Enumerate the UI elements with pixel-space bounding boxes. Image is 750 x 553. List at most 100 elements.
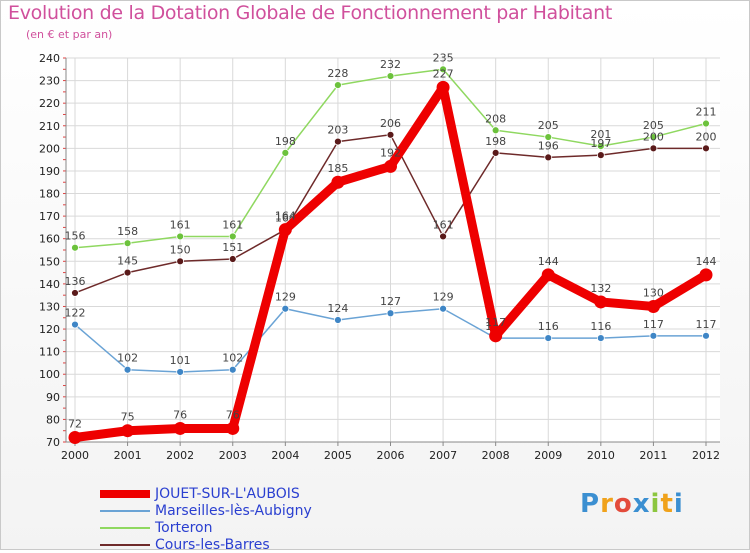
data-point — [596, 334, 605, 342]
data-point — [646, 299, 660, 313]
data-point — [281, 148, 290, 157]
data-point — [68, 430, 82, 444]
x-tick-label: 2009 — [534, 449, 562, 462]
data-label: 150 — [170, 243, 191, 256]
data-point — [173, 421, 187, 435]
data-point — [439, 304, 447, 313]
chart-legend: JOUET-SUR-L'AUBOIS Marseilles-lès-Aubigny… — [100, 485, 312, 553]
data-point — [121, 424, 135, 438]
data-point — [649, 331, 658, 340]
y-tick-label: 230 — [39, 75, 60, 88]
data-label: 200 — [696, 130, 717, 143]
y-tick-label: 90 — [46, 391, 60, 404]
y-tick-label: 240 — [39, 52, 60, 65]
data-point — [228, 255, 237, 263]
legend-item: Torteron — [100, 519, 312, 536]
y-tick-label: 170 — [39, 210, 60, 223]
data-label: 101 — [170, 354, 191, 367]
data-label: 116 — [538, 320, 559, 333]
data-point — [491, 148, 500, 157]
data-label: 129 — [433, 291, 454, 304]
data-label: 102 — [117, 352, 138, 365]
y-tick-label: 200 — [39, 142, 60, 155]
data-point — [228, 365, 237, 374]
y-tick-label: 210 — [39, 120, 60, 133]
x-tick-label: 2011 — [639, 449, 667, 462]
x-tick-label: 2003 — [219, 449, 247, 462]
data-point — [699, 268, 713, 282]
data-label: 145 — [117, 255, 138, 268]
data-point — [596, 142, 605, 150]
y-tick-label: 220 — [39, 97, 60, 110]
data-point — [176, 257, 185, 266]
data-label: 161 — [222, 218, 243, 231]
data-label: 156 — [65, 230, 86, 243]
data-point — [489, 329, 503, 343]
legend-item: JOUET-SUR-L'AUBOIS — [100, 485, 312, 502]
legend-label: Marseilles-lès-Aubigny — [155, 502, 312, 519]
x-tick-label: 2001 — [114, 449, 142, 462]
legend-label: Torteron — [155, 519, 213, 536]
logo-letter: i — [650, 489, 661, 519]
legend-swatch — [100, 543, 150, 546]
plot-area — [66, 58, 720, 442]
data-label: 227 — [433, 67, 454, 80]
data-point — [594, 295, 608, 309]
data-point — [386, 130, 395, 139]
proxiti-logo: Proxiti — [580, 489, 684, 519]
legend-swatch — [100, 526, 150, 529]
data-point — [386, 72, 395, 80]
data-label: 76 — [226, 408, 240, 421]
logo-letter: o — [613, 489, 633, 519]
data-point — [439, 65, 447, 74]
data-point — [544, 334, 553, 342]
logo-letter: i — [673, 489, 684, 519]
data-point — [439, 232, 447, 241]
data-point — [702, 144, 710, 153]
data-label: 132 — [590, 282, 611, 295]
legend-swatch — [100, 509, 150, 512]
data-point — [176, 232, 185, 241]
legend-swatch — [100, 489, 150, 498]
data-point — [278, 223, 292, 237]
data-label: 72 — [68, 417, 82, 430]
y-tick-label: 130 — [39, 300, 60, 313]
data-point — [281, 304, 290, 313]
y-tick-label: 100 — [39, 368, 60, 381]
y-tick-label: 110 — [39, 346, 60, 359]
y-tick-label: 70 — [46, 436, 60, 449]
data-label: 124 — [327, 302, 348, 315]
logo-letter: t — [660, 489, 674, 519]
logo-letter: P — [580, 489, 601, 519]
data-label: 117 — [485, 316, 506, 329]
data-label: 198 — [275, 135, 296, 148]
y-tick-label: 120 — [39, 323, 60, 336]
data-point — [71, 243, 79, 252]
data-label: 75 — [121, 411, 135, 424]
data-point — [596, 151, 605, 160]
data-label: 127 — [380, 295, 401, 308]
data-label: 144 — [538, 255, 559, 268]
data-point — [334, 81, 342, 90]
data-label: 161 — [433, 218, 454, 231]
data-point — [123, 365, 132, 374]
x-tick-label: 2008 — [482, 449, 510, 462]
data-point — [649, 144, 658, 153]
data-label: 201 — [590, 128, 611, 141]
data-label: 102 — [222, 352, 243, 365]
y-tick-label: 150 — [39, 255, 60, 268]
x-tick-label: 2004 — [271, 449, 299, 462]
data-point — [123, 239, 132, 248]
x-tick-label: 2002 — [166, 449, 194, 462]
data-label: 130 — [643, 286, 664, 299]
data-point — [541, 268, 555, 282]
data-label: 117 — [643, 318, 664, 331]
data-point — [491, 126, 500, 135]
data-point — [331, 175, 345, 189]
data-label: 205 — [538, 119, 559, 132]
data-label: 198 — [485, 135, 506, 148]
data-point — [71, 289, 79, 297]
y-tick-label: 140 — [39, 278, 60, 291]
data-point — [334, 137, 342, 146]
